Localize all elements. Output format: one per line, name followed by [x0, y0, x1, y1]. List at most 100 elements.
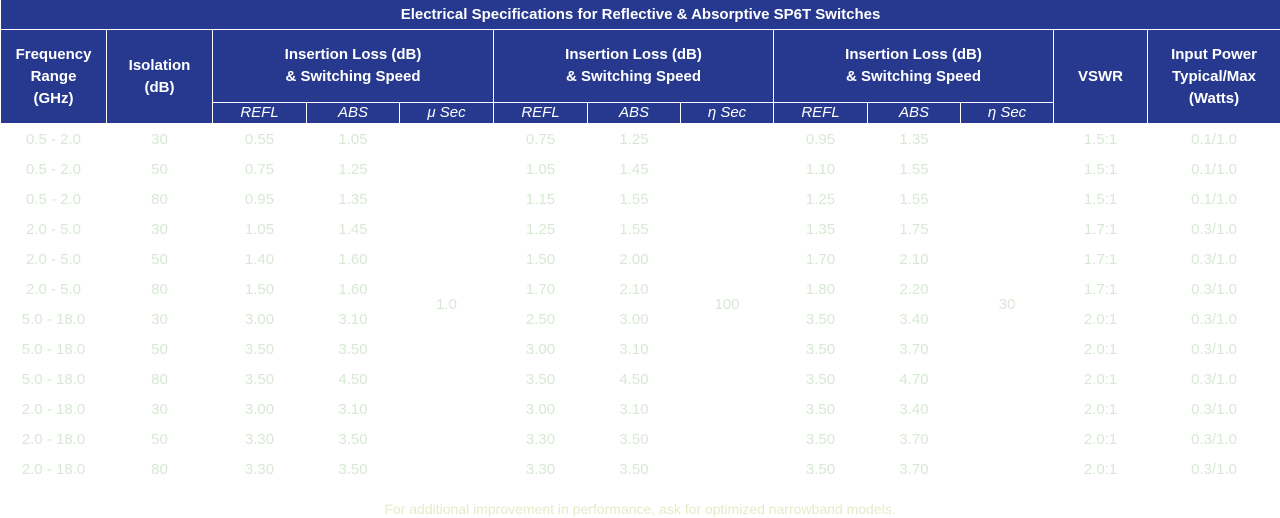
table-cell: 1.55	[619, 220, 649, 238]
column-header: VSWR	[1053, 29, 1148, 124]
sub-header: REFL	[493, 102, 588, 124]
table-cell: 3.10	[338, 310, 368, 328]
table-cell: 2.0:1	[1083, 370, 1118, 388]
table-cell: 1.50	[244, 280, 275, 298]
table-cell: 3.50	[805, 430, 836, 448]
sub-header: μ Sec	[399, 102, 494, 124]
sub-header: ABS	[867, 102, 961, 124]
table-cell: 1.5:1	[1083, 160, 1118, 178]
table-cell: 1.80	[805, 280, 836, 298]
table-cell: 1.7:1	[1083, 250, 1118, 268]
table-cell: 5.0 - 18.0	[21, 340, 86, 358]
table-cell: 5.0 - 18.0	[21, 310, 86, 328]
table-cell: 2.50	[525, 310, 556, 328]
table-cell: 1.55	[619, 190, 649, 208]
table-cell: 0.95	[244, 190, 275, 208]
table-cell: 3.00	[244, 310, 275, 328]
table-cell: 1.35	[899, 130, 929, 148]
sub-header: REFL	[773, 102, 868, 124]
table-cell: 1.55	[899, 160, 929, 178]
table-cell: 3.30	[244, 460, 275, 478]
table-cell: 2.00	[619, 250, 649, 268]
table-cell: 30	[151, 400, 168, 418]
table-cell: 3.70	[899, 430, 929, 448]
table-cell: 3.10	[619, 340, 649, 358]
table-cell: 0.3/1.0	[1191, 460, 1237, 478]
table-cell: 5.0 - 18.0	[21, 370, 86, 388]
table-cell: 3.50	[805, 400, 836, 418]
table-cell: 0.3/1.0	[1191, 280, 1237, 298]
table-cell: 50	[151, 430, 168, 448]
table-cell: 0.5 - 2.0	[25, 190, 82, 208]
table-cell: 3.50	[805, 460, 836, 478]
table-cell: 1.25	[619, 130, 649, 148]
table-cell: 50	[151, 160, 168, 178]
table-cell: 3.00	[525, 340, 556, 358]
table-cell: 2.0 - 18.0	[21, 430, 86, 448]
table-cell: 3.50	[338, 340, 368, 358]
table-cell: 3.00	[244, 400, 275, 418]
table-cell: 2.0:1	[1083, 400, 1118, 418]
spec-table: Electrical Specifications for Reflective…	[0, 0, 1280, 478]
group-header: Insertion Loss (dB) & Switching Speed	[493, 29, 774, 103]
table-cell: 0.1/1.0	[1191, 160, 1237, 178]
table-cell: 50	[151, 340, 168, 358]
table-cell: 2.20	[899, 280, 929, 298]
column-header: Isolation (dB)	[106, 29, 213, 124]
table-cell: 3.50	[619, 430, 649, 448]
table-cell: 0.3/1.0	[1191, 430, 1237, 448]
group-header: Insertion Loss (dB) & Switching Speed	[212, 29, 494, 103]
table-cell: 1.50	[525, 250, 556, 268]
table-cell: 80	[151, 280, 168, 298]
table-cell: 80	[151, 190, 168, 208]
table-cell: 2.0 - 5.0	[25, 280, 82, 298]
table-cell: 3.40	[899, 400, 929, 418]
table-cell: 1.70	[805, 250, 836, 268]
sub-header: ABS	[587, 102, 681, 124]
table-cell: 0.1/1.0	[1191, 190, 1237, 208]
table-cell: 3.10	[619, 400, 649, 418]
table-cell: 1.35	[338, 190, 368, 208]
table-cell: 0.55	[244, 130, 275, 148]
table-cell: 1.15	[525, 190, 556, 208]
table-cell: 3.50	[525, 370, 556, 388]
table-cell: 80	[151, 460, 168, 478]
table-cell: 0.3/1.0	[1191, 310, 1237, 328]
table-cell: 2.0:1	[1083, 430, 1118, 448]
table-cell: 2.0 - 18.0	[21, 400, 86, 418]
table-cell: 1.55	[899, 190, 929, 208]
table-cell: 1.40	[244, 250, 275, 268]
table-cell: 3.50	[244, 370, 275, 388]
table-cell: 2.10	[619, 280, 649, 298]
table-cell: 1.5:1	[1083, 130, 1118, 148]
table-cell: 2.0:1	[1083, 340, 1118, 358]
table-cell: 30	[151, 310, 168, 328]
sub-header: η Sec	[680, 102, 774, 124]
table-cell: 3.40	[899, 310, 929, 328]
table-cell: 1.7:1	[1083, 280, 1118, 298]
table-cell: 80	[151, 370, 168, 388]
table-cell: 4.50	[338, 370, 368, 388]
table-cell: 0.95	[805, 130, 836, 148]
table-cell: 3.10	[338, 400, 368, 418]
table-cell: 0.5 - 2.0	[25, 130, 82, 148]
table-cell: 3.00	[525, 400, 556, 418]
table-cell: 3.30	[525, 430, 556, 448]
table-cell: 1.75	[899, 220, 929, 238]
sub-header: REFL	[212, 102, 307, 124]
table-cell: 50	[151, 250, 168, 268]
table-cell: 4.70	[899, 370, 929, 388]
table-cell: 0.3/1.0	[1191, 340, 1237, 358]
table-cell: 3.00	[619, 310, 649, 328]
table-cell: 1.05	[525, 160, 556, 178]
table-cell: 0.5 - 2.0	[25, 160, 82, 178]
table-cell: 3.30	[244, 430, 275, 448]
table-cell: 2.0:1	[1083, 310, 1118, 328]
column-header: Input Power Typical/Max (Watts)	[1146, 29, 1280, 124]
speed-cell: 1.0	[436, 295, 457, 313]
table-cell: 1.25	[338, 160, 368, 178]
column-header: Frequency Range (GHz)	[0, 29, 107, 124]
table-cell: 0.3/1.0	[1191, 370, 1237, 388]
table-cell: 1.35	[805, 220, 836, 238]
